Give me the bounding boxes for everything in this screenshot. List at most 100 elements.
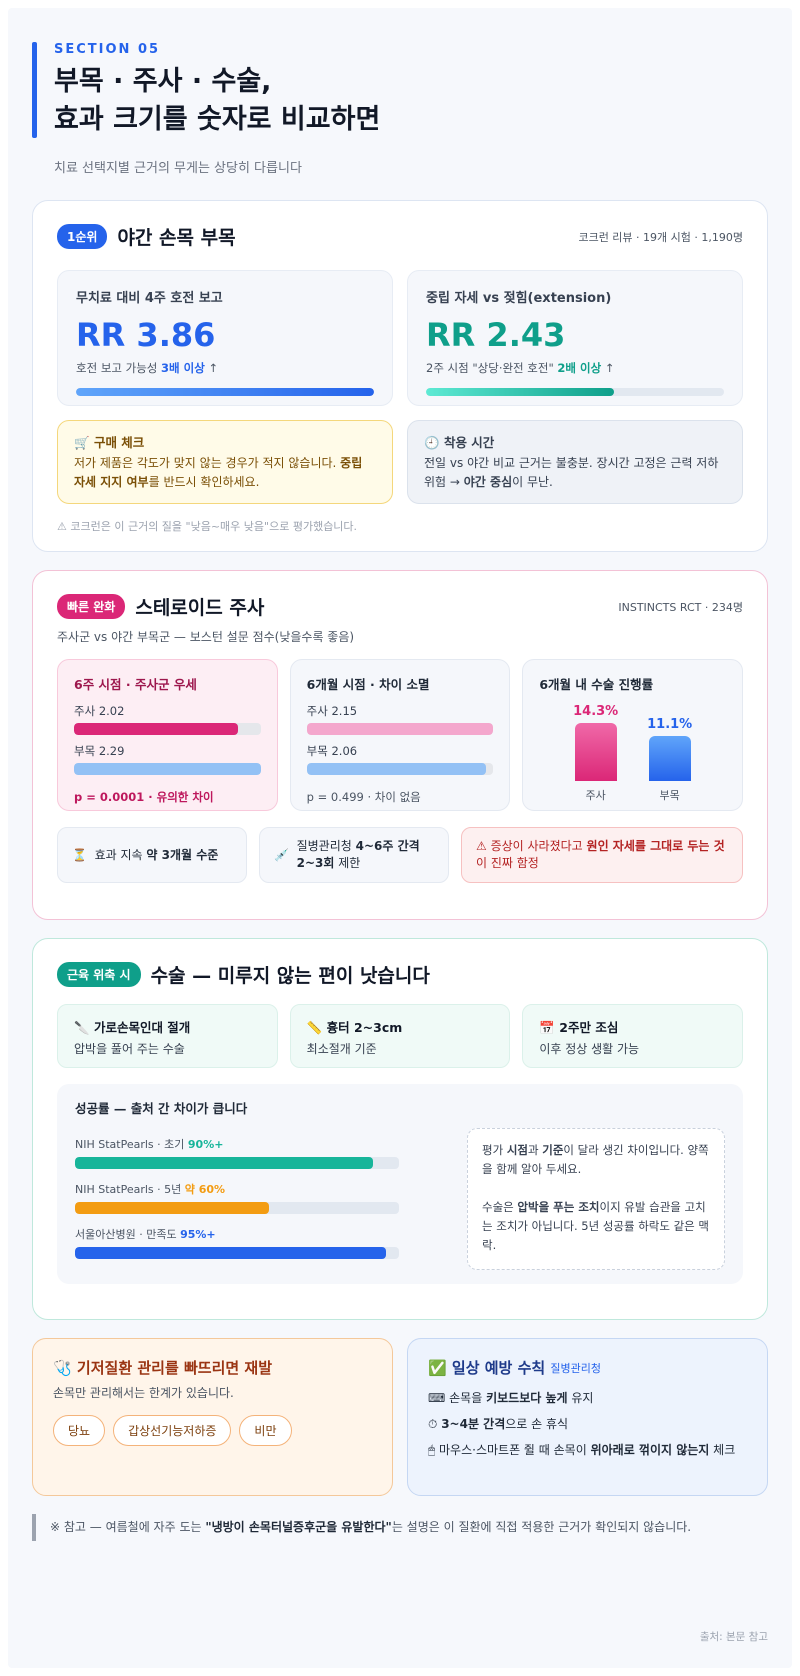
chip-text: 이 진짜 함정 bbox=[476, 856, 539, 870]
note-text: 수술은 bbox=[482, 1200, 518, 1214]
scalpel-icon: 🔪 bbox=[74, 1020, 90, 1035]
prevention-card: ✅ 일상 예방 수칙 질병관리청 ⌨ 손목을 키보드보다 높게 유지 ⏱ 3~4… bbox=[407, 1338, 768, 1496]
interval-chip: 💉 질병관리청 4~6주 간격 2~3회 제한 bbox=[259, 827, 449, 883]
splint-column: 11.1% 부목 bbox=[647, 717, 692, 803]
success-row-label: 서울아산병원 · 만족도 95%+ bbox=[75, 1226, 399, 1242]
source-credit: 출처: 본문 참고 bbox=[699, 1631, 768, 1643]
success-bar bbox=[75, 1247, 399, 1259]
up-arrow-icon: ↑ bbox=[601, 361, 615, 375]
prevention-title-text: 일상 예방 수칙 bbox=[451, 1359, 546, 1377]
reference-note: ※ 참고 — 여름철에 자주 도는 "냉방이 손목터널증후군을 유발한다"는 설… bbox=[32, 1514, 768, 1541]
stat-desc-emphasis: 2배 이상 bbox=[557, 361, 602, 375]
splint-bar-fill bbox=[74, 763, 261, 775]
tag-diabetes: 당뇨 bbox=[53, 1415, 106, 1446]
fact-title: 🔪 가로손목인대 절개 bbox=[74, 1017, 261, 1036]
note-emphasis: 압박을 푸는 조치 bbox=[517, 1200, 600, 1214]
chip-text: ⚠ 증상이 사라졌다고 bbox=[476, 839, 587, 853]
splint-vbar bbox=[648, 735, 691, 781]
stat-desc: 2주 시점 "상당·완전 호전" 2배 이상 ↑ bbox=[426, 360, 724, 376]
tip-rest: ⏱ 3~4분 간격으로 손 휴식 bbox=[428, 1414, 747, 1434]
prevention-source: 질병관리청 bbox=[550, 1361, 602, 1375]
success-bar-fill bbox=[75, 1247, 387, 1259]
success-value: 95%+ bbox=[180, 1228, 216, 1241]
stethoscope-icon: 🩺 bbox=[53, 1358, 72, 1377]
page-subtitle: 치료 선택지별 근거의 무게는 상당히 다릅니다 bbox=[54, 161, 302, 176]
stat-desc: 호전 보고 가능성 3배 이상 ↑ bbox=[76, 360, 374, 376]
stat-label: 무치료 대비 4주 호전 보고 bbox=[76, 291, 223, 306]
wear-time-note: 🕘 착용 시간 전일 vs 야간 비교 근거는 불충분. 장시간 고정은 근력 … bbox=[407, 420, 743, 504]
injection-vbar bbox=[574, 723, 617, 781]
success-value: 약 60% bbox=[184, 1183, 226, 1196]
success-rate-rows: NIH StatPearls · 초기 90%+ NIH StatPearls ·… bbox=[75, 1136, 399, 1271]
splint-title: 야간 손목 부목 bbox=[117, 227, 236, 249]
note-title: 🛒 구매 체크 bbox=[74, 433, 376, 452]
tip-emphasis: 키보드보다 높게 bbox=[486, 1391, 568, 1405]
injection-bar-fill bbox=[306, 723, 494, 735]
injection-bar-fill bbox=[74, 723, 239, 735]
tag-hypothyroidism: 갑상선기능저하증 bbox=[113, 1415, 232, 1446]
box-title: 6주 시점 · 주사군 우세 bbox=[74, 677, 197, 692]
tip-text: 마우스·스마트폰 쥘 때 손목이 bbox=[435, 1443, 591, 1457]
stat-value: RR 2.43 bbox=[426, 316, 566, 354]
stopwatch-icon: ⏱ bbox=[428, 1417, 438, 1431]
steroid-meta: INSTINCTS RCT · 234명 bbox=[618, 600, 743, 614]
bottom-cards: 🩺 기저질환 관리를 빠뜨리면 재발 손목만 관리해서는 한계가 있습니다. 당… bbox=[32, 1338, 768, 1496]
reference-emphasis: "냉방이 손목터널증후군을 유발한다" bbox=[205, 1520, 392, 1534]
p-value: p = 0.0001 · 유의한 차이 bbox=[74, 790, 214, 804]
success-bar-fill bbox=[75, 1202, 270, 1214]
title-line-1: 부목 · 주사 · 수술, bbox=[54, 66, 272, 97]
steroid-card-header: 빠른 완화 스테로이드 주사 INSTINCTS RCT · 234명 bbox=[57, 593, 743, 620]
note-emphasis: 기준 bbox=[542, 1143, 564, 1157]
fact-title-text: 가로손목인대 절개 bbox=[93, 1020, 191, 1035]
success-bar bbox=[75, 1202, 399, 1214]
steroid-comparison: 6주 시점 · 주사군 우세 주사 2.02 부목 2.29 p = 0.000… bbox=[57, 659, 743, 811]
clock-icon: 🕘 bbox=[424, 435, 440, 450]
purchase-check-note: 🛒 구매 체크 저가 제품은 각도가 맞지 않는 경우가 적지 않습니다. 중립… bbox=[57, 420, 393, 504]
injection-bar bbox=[306, 723, 494, 735]
note-text: 이 달라 생긴 차이입니다. 양쪽을 함께 알아 두세요. bbox=[482, 1143, 709, 1176]
splint-stats: 무치료 대비 4주 호전 보고 RR 3.86 호전 보고 가능성 3배 이상 … bbox=[57, 270, 743, 406]
note-text-plain: 전일 vs 야간 비교 근거는 불충분. 장시간 고정은 근력 저하 위험 → bbox=[424, 456, 719, 489]
fact-title-text: 2주만 조심 bbox=[559, 1020, 619, 1035]
chip-text: 질병관리청 bbox=[296, 839, 356, 853]
tip-text: 체크 bbox=[709, 1443, 736, 1457]
splint-notes: 🛒 구매 체크 저가 제품은 각도가 맞지 않는 경우가 적지 않습니다. 중립… bbox=[57, 420, 743, 504]
procedure-fact: 🔪 가로손목인대 절개 압박을 풀어 주는 수술 bbox=[57, 1004, 278, 1068]
tip-mouse: 🖱 마우스·스마트폰 쥘 때 손목이 위아래로 꺾이지 않는지 체크 bbox=[428, 1440, 747, 1460]
injection-percent: 14.3% bbox=[573, 704, 619, 719]
page-title: 부목 · 주사 · 수술, 효과 크기를 숫자로 비교하면 bbox=[54, 63, 768, 139]
surgery-title: 수술 — 미루지 않는 편이 낫습니다 bbox=[150, 965, 430, 987]
underlying-disease-card: 🩺 기저질환 관리를 빠뜨리면 재발 손목만 관리해서는 한계가 있습니다. 당… bbox=[32, 1338, 393, 1496]
note-title-text: 구매 체크 bbox=[93, 435, 145, 450]
tip-emphasis: 위아래로 꺾이지 않는지 bbox=[590, 1443, 710, 1457]
stat-bar bbox=[76, 388, 374, 396]
fact-title: 📅 2주만 조심 bbox=[539, 1017, 726, 1036]
splint-bar-fill bbox=[306, 763, 486, 775]
surgery-progress-box: 6개월 내 수술 진행률 14.3% 주사 11.1% 부목 bbox=[522, 659, 743, 811]
chip-text: 제한 bbox=[334, 856, 361, 870]
scar-fact: 📏 흉터 2~3cm 최소절개 기준 bbox=[289, 1004, 511, 1068]
injection-vlabel: 주사 bbox=[585, 789, 606, 802]
evidence-quality-footnote: ⚠ 코크런은 이 근거의 질을 "낮음~매우 낮음"으로 평가했습니다. bbox=[57, 520, 358, 533]
stat-bar bbox=[426, 388, 724, 396]
note-paragraph-1: 평가 시점과 기준이 달라 생긴 차이입니다. 양쪽을 함께 알아 두세요. bbox=[482, 1141, 710, 1179]
splint-label: 부목 2.29 bbox=[74, 744, 125, 758]
success-row-label: NIH StatPearls · 초기 90%+ bbox=[75, 1136, 399, 1152]
infographic-page: SECTION 05 부목 · 주사 · 수술, 효과 크기를 숫자로 비교하면… bbox=[8, 8, 792, 1668]
injection-label: 주사 2.15 bbox=[306, 704, 358, 718]
rank-badge: 1순위 bbox=[57, 224, 108, 249]
surgery-progress-chart: 14.3% 주사 11.1% 부목 bbox=[539, 703, 726, 803]
success-source: NIH StatPearls · 초기 bbox=[75, 1138, 188, 1151]
atrophy-badge: 근육 위축 시 bbox=[57, 962, 141, 987]
splint-bar bbox=[74, 763, 261, 775]
surgery-card-header: 근육 위축 시 수술 — 미루지 않는 편이 낫습니다 bbox=[57, 961, 743, 988]
success-row: NIH StatPearls · 초기 90%+ bbox=[75, 1136, 399, 1169]
splint-bar bbox=[306, 763, 494, 775]
fast-relief-badge: 빠른 완화 bbox=[57, 594, 126, 619]
injection-label: 주사 2.02 bbox=[74, 704, 125, 718]
note-text-emphasis: 중립 자세 지지 여부 bbox=[74, 456, 363, 489]
success-row: NIH StatPearls · 5년 약 60% bbox=[75, 1181, 399, 1214]
cart-icon: 🛒 bbox=[74, 435, 90, 450]
trap-warning-chip: ⚠ 증상이 사라졌다고 원인 자세를 그대로 두는 것이 진짜 함정 bbox=[461, 827, 743, 883]
stat-vs-placebo: 무치료 대비 4주 호전 보고 RR 3.86 호전 보고 가능성 3배 이상 … bbox=[57, 270, 393, 406]
